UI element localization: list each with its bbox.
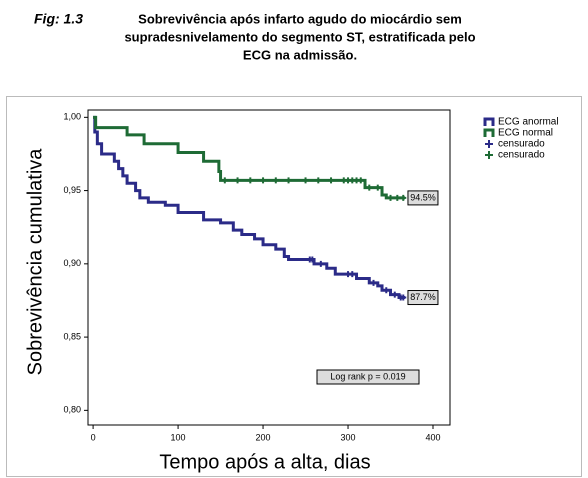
y-tick-label: 0,90: [63, 258, 81, 268]
censor-mark: [374, 184, 381, 191]
legend-label: ECG normal: [498, 128, 553, 139]
censor-mark: [272, 177, 279, 184]
censor-mark: [309, 256, 316, 263]
x-axis-label: Tempo após a alta, dias: [159, 451, 370, 473]
censor-mark: [234, 177, 241, 184]
legend-swatch: [485, 151, 493, 159]
legend-label: censurado: [498, 150, 545, 161]
x-tick-label: 400: [425, 432, 440, 442]
legend-label: censurado: [498, 139, 545, 150]
censor-mark: [387, 194, 394, 201]
y-axis-label: Sobrevivência cumulativa: [24, 148, 46, 376]
y-tick-label: 0,80: [63, 405, 81, 415]
y-tick-label: 0,85: [63, 331, 81, 341]
survival-curve: [93, 115, 405, 300]
annotation: 87.7%: [410, 292, 436, 302]
annotation-box: [407, 190, 439, 206]
x-tick-label: 0: [91, 432, 96, 442]
censor-mark: [391, 291, 398, 298]
censor-mark: [400, 194, 407, 201]
censor-mark: [317, 260, 324, 267]
chart-title: Sobrevivência após infarto agudo do mioc…: [138, 11, 462, 26]
x-tick-label: 200: [256, 432, 271, 442]
legend-swatch: [485, 140, 493, 148]
x-tick-label: 100: [171, 432, 186, 442]
survival-curve: [93, 115, 405, 200]
censor-mark: [370, 279, 377, 286]
frame: [6, 96, 582, 477]
annotation: 94.5%: [410, 192, 436, 202]
plot-area: [87, 109, 451, 426]
censor-mark: [260, 177, 267, 184]
y-tick-label: 0,95: [63, 185, 81, 195]
legend-swatch: [483, 128, 495, 137]
censor-mark: [400, 294, 407, 301]
censor-mark: [247, 177, 254, 184]
annotation-box: [407, 290, 439, 306]
censor-mark: [285, 177, 292, 184]
legend-swatch: [483, 117, 495, 126]
chart-title: supradesnivelamento do segmento ST, estr…: [124, 29, 475, 44]
figure-label: Fig: 1.3: [34, 11, 83, 27]
censor-mark: [349, 271, 356, 278]
censor-mark: [366, 184, 373, 191]
censor-mark: [315, 177, 322, 184]
censor-mark: [328, 177, 335, 184]
annotation: Log rank p = 0.019: [330, 371, 405, 381]
chart-title: ECG na admissão.: [243, 47, 357, 62]
censor-mark: [221, 177, 228, 184]
censor-mark: [383, 287, 390, 294]
censor-mark: [394, 194, 401, 201]
legend-label: ECG anormal: [498, 117, 559, 128]
x-tick-label: 300: [341, 432, 356, 442]
censor-mark: [302, 177, 309, 184]
censor-mark: [357, 177, 364, 184]
y-tick-label: 1,00: [63, 112, 81, 122]
annotation-box: [316, 369, 420, 385]
